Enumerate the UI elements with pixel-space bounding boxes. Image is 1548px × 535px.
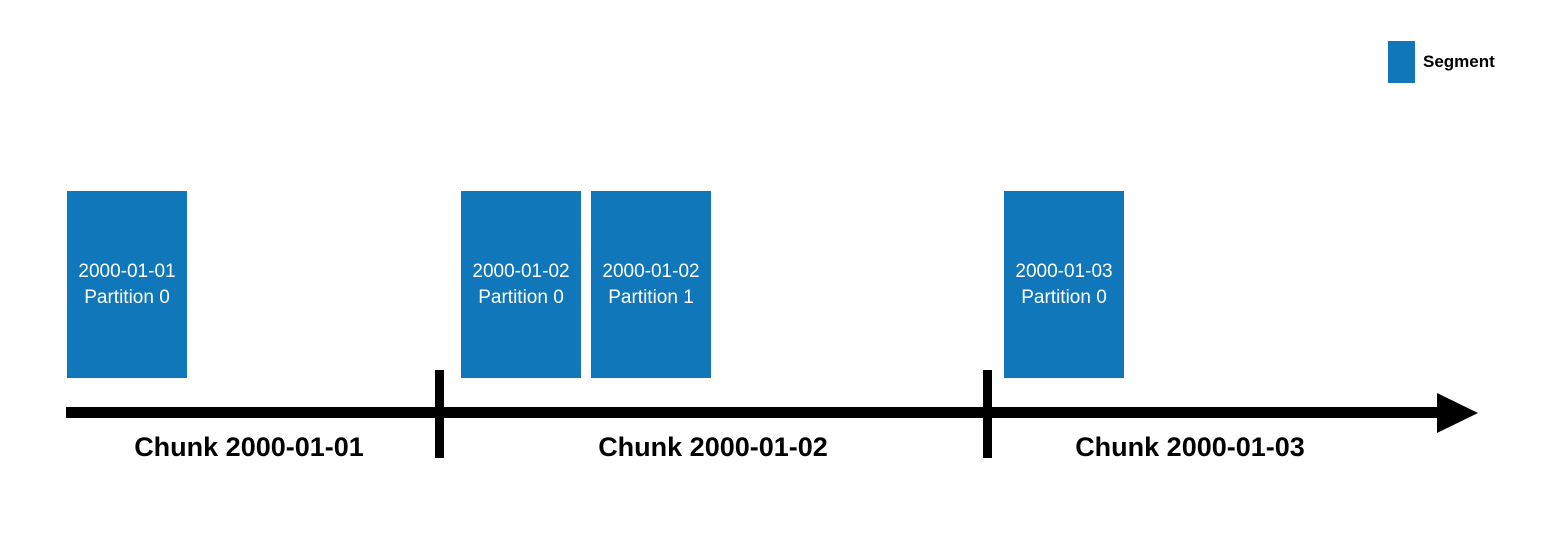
segment-date: 2000-01-03	[1015, 260, 1113, 282]
segment-2000-01-03-p0: 2000-01-03 Partition 0	[1004, 191, 1124, 378]
segment-partition: Partition 0	[478, 286, 564, 308]
timeline-arrowhead	[1437, 393, 1478, 433]
segment-date: 2000-01-02	[472, 260, 570, 282]
chunk-label: Chunk 2000-01-01	[134, 432, 364, 462]
segment-partition: Partition 1	[608, 286, 694, 308]
segment-date: 2000-01-02	[602, 260, 700, 282]
segment-date: 2000-01-01	[78, 260, 176, 282]
segment-2000-01-01-p0: 2000-01-01 Partition 0	[67, 191, 187, 378]
segment-2000-01-02-p1: 2000-01-02 Partition 1	[591, 191, 711, 378]
chunk-label: Chunk 2000-01-03	[1075, 432, 1305, 462]
legend-label: Segment	[1423, 52, 1495, 71]
timeline-axis	[66, 407, 1441, 418]
chunk-boundary-tick	[435, 370, 444, 458]
chunk-label: Chunk 2000-01-02	[598, 432, 828, 462]
segment-partition: Partition 0	[1021, 286, 1107, 308]
chunk-boundary-tick	[983, 370, 992, 458]
segment-2000-01-02-p0: 2000-01-02 Partition 0	[461, 191, 581, 378]
legend-swatch	[1388, 41, 1415, 83]
segment-partition: Partition 0	[84, 286, 170, 308]
